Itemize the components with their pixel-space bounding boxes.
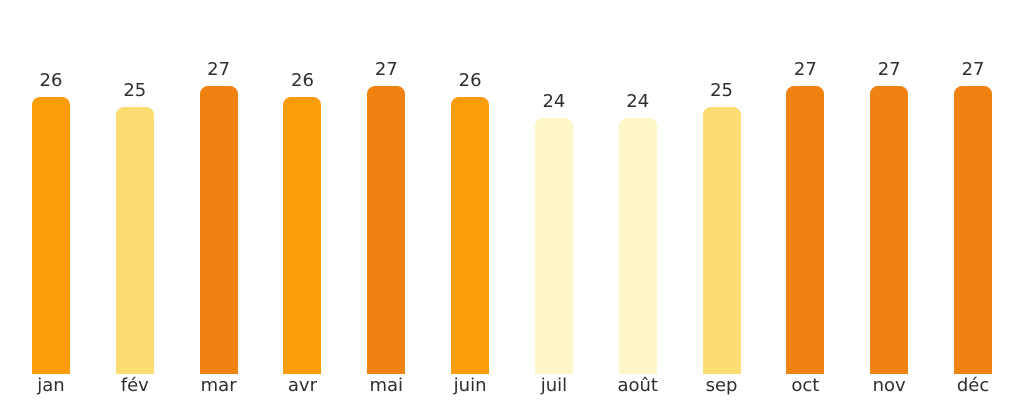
bar-aout bbox=[618, 118, 657, 374]
value-label-aout: 24 bbox=[626, 91, 650, 112]
bar-fev bbox=[115, 107, 154, 374]
bar-column-oct: 27 bbox=[763, 60, 847, 374]
value-label-juil: 24 bbox=[542, 91, 566, 112]
value-label-oct: 27 bbox=[793, 59, 817, 80]
x-axis-label-avr: avr bbox=[287, 375, 317, 396]
bar-column-aout: 24 bbox=[596, 92, 680, 374]
bar-column-fev: 25 bbox=[93, 81, 177, 374]
x-axis-label-aout: août bbox=[617, 375, 658, 396]
bar-avr bbox=[283, 97, 322, 374]
bar-oct bbox=[786, 86, 825, 374]
bar-column-juin: 26 bbox=[428, 71, 512, 374]
value-label-juin: 26 bbox=[458, 70, 482, 91]
x-axis-label-oct: oct bbox=[791, 375, 820, 396]
bar-column-nov: 27 bbox=[847, 60, 931, 374]
bar-dec bbox=[954, 86, 993, 374]
value-label-jan: 26 bbox=[39, 70, 63, 91]
bar-juin bbox=[451, 97, 490, 374]
value-label-fev: 25 bbox=[123, 80, 147, 101]
x-axis-label-nov: nov bbox=[872, 375, 906, 396]
bar-column-jan: 26 bbox=[9, 71, 93, 374]
bar-column-dec: 27 bbox=[931, 60, 1015, 374]
value-label-dec: 27 bbox=[961, 59, 985, 80]
x-axis-label-jan: jan bbox=[37, 375, 65, 396]
bar-column-mai: 27 bbox=[344, 60, 428, 374]
bar-mai bbox=[367, 86, 406, 374]
x-axis-label-juin: juin bbox=[453, 375, 487, 396]
value-label-nov: 27 bbox=[877, 59, 901, 80]
bar-column-avr: 26 bbox=[260, 71, 344, 374]
bar-column-sep: 25 bbox=[680, 81, 764, 374]
bar-jan bbox=[32, 97, 70, 374]
bar-nov bbox=[870, 86, 909, 374]
value-label-mar: 27 bbox=[207, 59, 231, 80]
x-axis-label-dec: déc bbox=[956, 375, 990, 396]
bar-juil bbox=[534, 118, 573, 374]
x-axis-label-mar: mar bbox=[200, 375, 237, 396]
x-axis-label-mai: mai bbox=[369, 375, 404, 396]
value-label-sep: 25 bbox=[710, 80, 733, 101]
bar-sep bbox=[702, 107, 741, 374]
x-axis-label-fev: fév bbox=[120, 375, 149, 396]
bar-column-juil: 24 bbox=[512, 92, 596, 374]
x-axis-label-juil: juil bbox=[540, 375, 568, 396]
value-label-avr: 26 bbox=[291, 70, 314, 91]
x-axis-label-sep: sep bbox=[705, 375, 738, 396]
bar-mar bbox=[199, 86, 238, 374]
value-label-mai: 27 bbox=[374, 59, 398, 80]
bar-column-mar: 27 bbox=[177, 60, 261, 374]
